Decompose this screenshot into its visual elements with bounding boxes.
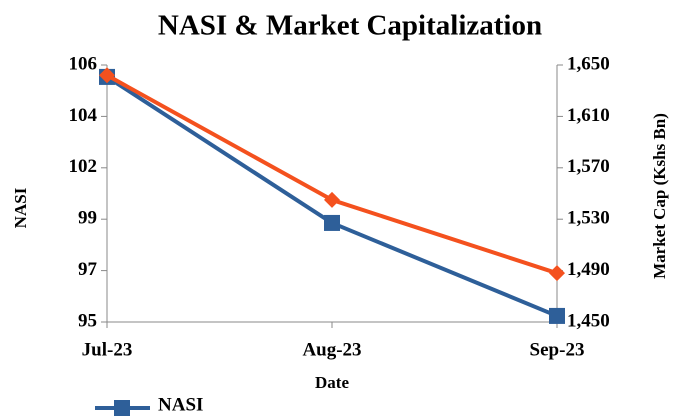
y-tick-label: 104 xyxy=(69,105,98,126)
y-axis-title: NASI xyxy=(11,187,30,228)
y2-tick-label: 1,530 xyxy=(567,208,610,229)
x-tick-label: Aug-23 xyxy=(302,339,361,360)
x-axis-title: Date xyxy=(315,373,349,392)
x-tick-label: Sep-23 xyxy=(530,339,585,360)
x-tick-label: Jul-23 xyxy=(82,339,133,360)
y-tick-label: 95 xyxy=(78,310,97,331)
y2-tick-label: 1,450 xyxy=(567,310,610,331)
y-tick-label: 99 xyxy=(78,208,97,229)
series-marker xyxy=(324,214,340,231)
legend-marker xyxy=(114,400,130,416)
series-marker xyxy=(99,67,115,84)
y-tick-label: 106 xyxy=(69,53,98,74)
series-marker xyxy=(549,265,565,282)
series-line xyxy=(106,73,558,276)
series-marker xyxy=(324,191,340,208)
y2-tick-label: 1,610 xyxy=(567,105,610,126)
y2-tick-label: 1,650 xyxy=(567,53,610,74)
y-tick-label: 97 xyxy=(78,259,98,280)
y2-tick-label: 1,490 xyxy=(567,259,610,280)
legend-label: NASI xyxy=(158,394,203,415)
chart-title: NASI & Market Capitalization xyxy=(158,10,542,42)
y-tick-label: 102 xyxy=(69,156,98,177)
y2-tick-label: 1,570 xyxy=(567,156,610,177)
y2-axis-title: Market Cap (Kshs Bn) xyxy=(650,113,669,279)
series-marker xyxy=(549,307,565,324)
